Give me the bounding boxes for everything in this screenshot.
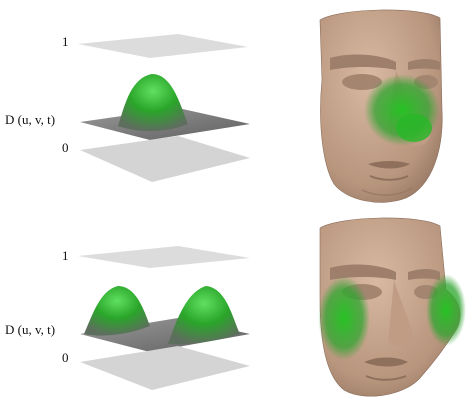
top-label-d: D (u, v, t) bbox=[5, 112, 56, 127]
top-plane-one bbox=[78, 34, 248, 58]
bottom-face-green-patch-right bbox=[426, 274, 466, 346]
bottom-label-one: 1 bbox=[62, 248, 69, 263]
bottom-label-zero: 0 bbox=[62, 350, 69, 365]
bottom-bump-right bbox=[168, 286, 240, 345]
bottom-label-d: D (u, v, t) bbox=[5, 322, 56, 337]
top-face-render bbox=[319, 9, 443, 203]
top-plane-zero bbox=[80, 136, 250, 182]
bottom-plane-one bbox=[78, 246, 250, 268]
top-bump bbox=[118, 74, 188, 132]
bottom-face-green-patch-left bbox=[318, 276, 370, 360]
top-label-one: 1 bbox=[62, 34, 69, 49]
top-label-zero: 0 bbox=[62, 140, 69, 155]
bottom-face-render bbox=[318, 217, 466, 397]
bottom-plot bbox=[78, 246, 250, 390]
bottom-plane-zero bbox=[80, 346, 250, 390]
bottom-bump-left bbox=[84, 286, 150, 336]
top-plot bbox=[78, 34, 250, 182]
